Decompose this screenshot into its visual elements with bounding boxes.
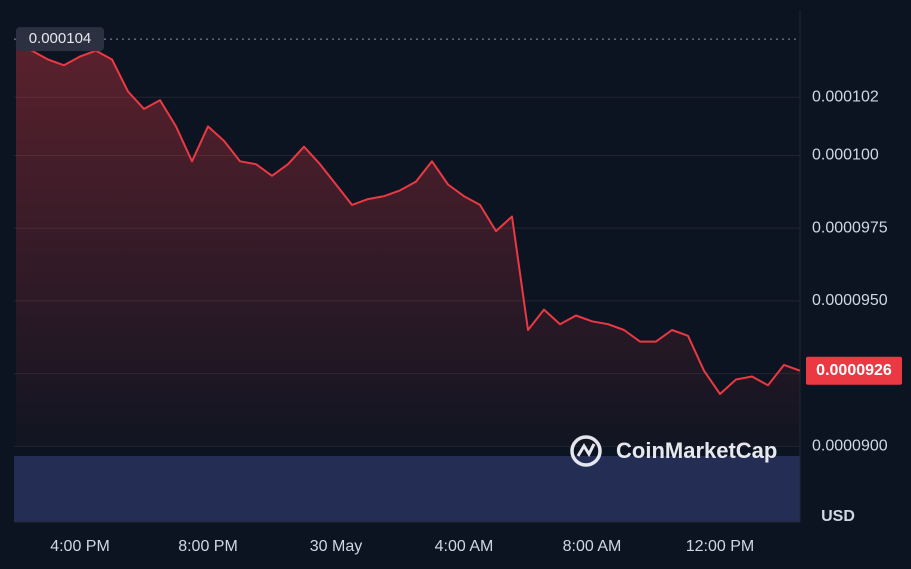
high-badge [16,27,104,52]
plot [15,43,801,447]
price-badge-label: 0.0000926 [816,362,892,379]
x-tick-label: 8:00 AM [563,538,622,555]
x-tick-label: 12:00 PM [686,538,754,555]
volume-area [14,456,800,522]
unit-label: USD [821,508,855,525]
y-tick-label: 0.0000900 [812,438,888,455]
high-label: 0.000104 [29,30,92,47]
x-tick-label: 4:00 PM [50,538,110,555]
x-tick-label: 4:00 AM [435,538,494,555]
price-badge [806,356,902,385]
y-tick-label: 0.0000975 [812,219,888,236]
y-tick-label: 0.0000950 [812,292,888,309]
y-tick-label: 0.000102 [812,88,879,105]
x-tick-label: 30 May [310,538,362,555]
price-area [16,44,800,447]
x-tick-label: 8:00 PM [178,538,238,555]
price-line [15,43,801,395]
y-tick-label: 0.000100 [812,147,879,164]
